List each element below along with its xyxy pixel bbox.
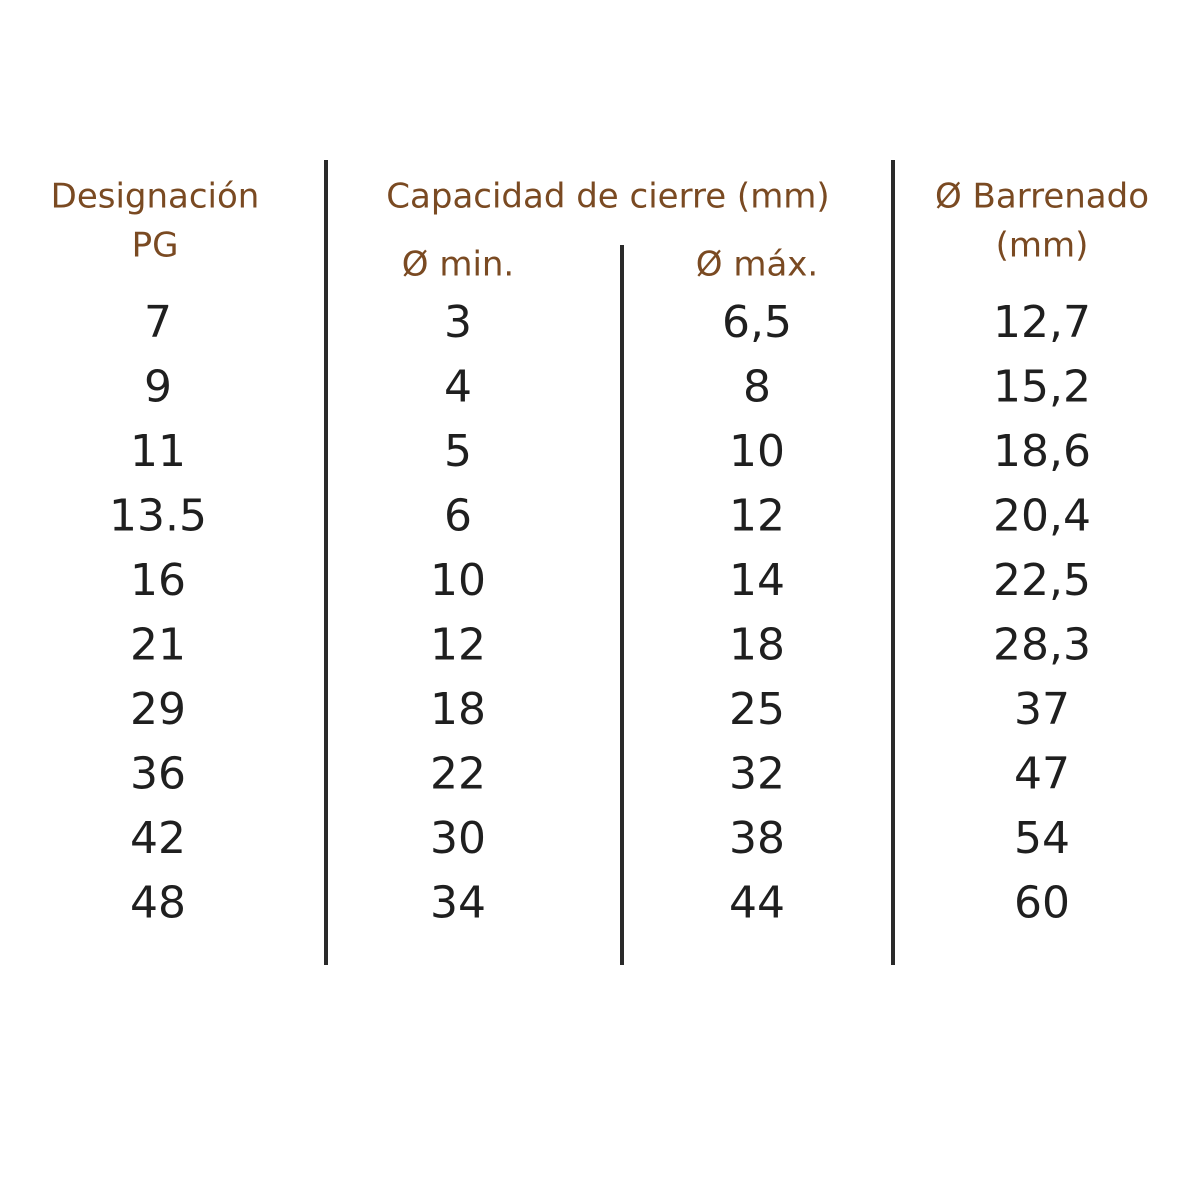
table-cell: 22 xyxy=(430,749,486,800)
sub-header: Ø máx. xyxy=(696,245,818,285)
table-cell: 15,2 xyxy=(993,362,1091,413)
table-cell: 29 xyxy=(130,684,186,735)
table-cell: 6,5 xyxy=(722,297,792,348)
column-header: Designación xyxy=(51,177,260,217)
table-cell: 8 xyxy=(743,362,771,413)
table-cell: 18 xyxy=(430,684,486,735)
table-cell: 10 xyxy=(729,426,785,477)
table-cell: 28,3 xyxy=(993,620,1091,671)
table-cell: 10 xyxy=(430,555,486,606)
table-cell: 5 xyxy=(444,426,472,477)
table-cell: 22,5 xyxy=(993,555,1091,606)
table-cell: 3 xyxy=(444,297,472,348)
table-cell: 18 xyxy=(729,620,785,671)
column-header: (mm) xyxy=(996,226,1089,266)
table-cell: 12 xyxy=(729,491,785,542)
table-cell: 11 xyxy=(130,426,186,477)
table-cell: 34 xyxy=(430,878,486,929)
table-cell: 60 xyxy=(1014,878,1070,929)
table-cell: 48 xyxy=(130,878,186,929)
table-cell: 36 xyxy=(130,749,186,800)
table-cell: 9 xyxy=(144,362,172,413)
table-cell: 16 xyxy=(130,555,186,606)
table-cell: 12,7 xyxy=(993,297,1091,348)
column-header: Capacidad de cierre (mm) xyxy=(386,177,829,217)
table-cell: 21 xyxy=(130,620,186,671)
table-cell: 12 xyxy=(430,620,486,671)
table-cell: 54 xyxy=(1014,813,1070,864)
table-cell: 14 xyxy=(729,555,785,606)
table-cell: 18,6 xyxy=(993,426,1091,477)
table-cell: 4 xyxy=(444,362,472,413)
table-cell: 30 xyxy=(430,813,486,864)
sub-header: Ø min. xyxy=(402,245,515,285)
table-cell: 20,4 xyxy=(993,491,1091,542)
table-cell: 6 xyxy=(444,491,472,542)
table-cell: 13.5 xyxy=(109,491,207,542)
table-cell: 42 xyxy=(130,813,186,864)
table-cell: 7 xyxy=(144,297,172,348)
table-cell: 32 xyxy=(729,749,785,800)
table-cell: 47 xyxy=(1014,749,1070,800)
table-cell: 38 xyxy=(729,813,785,864)
table-cell: 25 xyxy=(729,684,785,735)
table-cell: 37 xyxy=(1014,684,1070,735)
column-header: PG xyxy=(132,226,179,266)
column-header: Ø Barrenado xyxy=(935,177,1149,217)
table-cell: 44 xyxy=(729,878,785,929)
